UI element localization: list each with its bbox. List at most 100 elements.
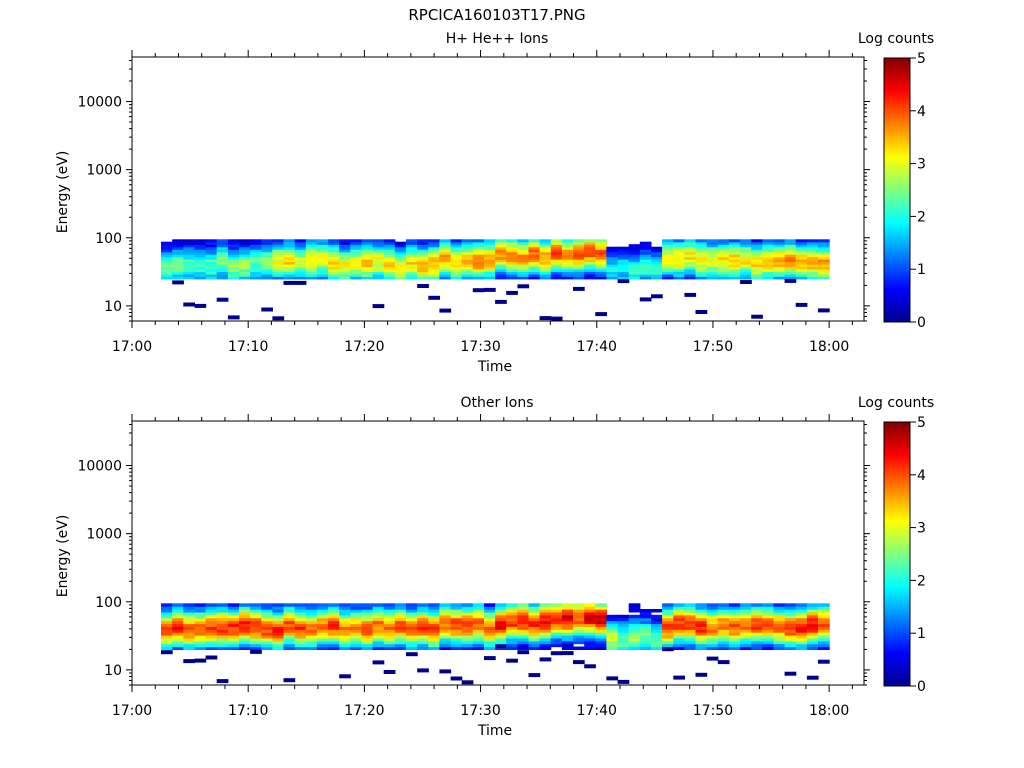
heatmap-cell: [495, 271, 507, 275]
heatmap-cell: [773, 626, 786, 630]
heatmap-cell: [573, 256, 585, 260]
heatmap-cell: [472, 626, 485, 630]
heatmap-cell: [406, 246, 418, 250]
heatmap-cell: [651, 246, 663, 250]
heatmap-cell: [183, 249, 195, 253]
heatmap-cell: [250, 640, 262, 645]
heatmap-cell: [639, 609, 652, 613]
heatmap-cell: [595, 643, 607, 648]
heatmap-cell: [495, 606, 507, 610]
heatmap-cell: [795, 254, 808, 258]
heatmap-cell: [472, 251, 485, 255]
heatmap-cell: [628, 643, 641, 648]
heatmap-cell-sparse: [695, 672, 708, 677]
heatmap-cell: [517, 637, 530, 642]
heatmap-cell: [550, 614, 563, 619]
heatmap-cell: [795, 241, 808, 245]
heatmap-cell: [428, 620, 440, 625]
heatmap-cell: [573, 635, 585, 639]
heatmap-cell: [517, 640, 530, 645]
heatmap-cell: [305, 264, 318, 268]
heatmap-cell-sparse: [495, 299, 507, 304]
heatmap-cell: [684, 259, 697, 263]
heatmap-cell: [261, 629, 273, 633]
heatmap-cell: [762, 623, 774, 627]
heatmap-cell: [172, 632, 184, 636]
heatmap-cell: [183, 617, 195, 622]
heatmap-cell: [294, 603, 307, 607]
x-axis-label: Time: [477, 359, 512, 375]
heatmap-cell: [183, 623, 195, 627]
heatmap-cells: [161, 239, 830, 321]
heatmap-cell: [227, 256, 240, 260]
heatmap-cell: [784, 246, 797, 250]
heatmap-cell: [717, 635, 730, 639]
heatmap-cell: [695, 632, 708, 636]
heatmap-cell: [528, 249, 541, 253]
heatmap-cell: [706, 646, 719, 650]
heatmap-cell: [706, 268, 719, 272]
heatmap-cell: [372, 273, 385, 277]
heatmap-cell: [205, 609, 218, 613]
heatmap-cell: [728, 626, 741, 630]
heatmap-cell: [762, 646, 774, 650]
heatmap-cell: [606, 617, 619, 622]
heatmap-cell: [484, 646, 496, 650]
heatmap-cell: [773, 259, 786, 263]
heatmap-cell: [272, 611, 285, 616]
heatmap-cell: [595, 614, 607, 619]
heatmap-cell: [818, 614, 830, 619]
heatmap-cell: [205, 266, 218, 270]
heatmap-cell: [806, 241, 819, 245]
heatmap-cell: [573, 246, 585, 250]
heatmap-cell: [628, 251, 641, 255]
heatmap-cell: [573, 646, 585, 650]
heatmap-cell: [695, 254, 708, 258]
heatmap-cell: [417, 249, 429, 253]
heatmap-cell: [428, 617, 440, 622]
heatmap-cell: [495, 620, 507, 625]
heatmap-cell: [239, 623, 251, 627]
heatmap-cell: [728, 632, 741, 636]
heatmap-cell: [561, 617, 574, 622]
heatmap-cell: [227, 266, 240, 270]
heatmap-cell: [784, 611, 797, 616]
heatmap-cell: [472, 273, 485, 277]
heatmap-cell: [328, 643, 340, 648]
heatmap-cell: [806, 646, 819, 650]
heatmap-cell: [484, 266, 496, 270]
heatmap-cell: [294, 256, 307, 260]
heatmap-cell: [784, 239, 797, 243]
heatmap-cell: [784, 606, 797, 610]
heatmap-cell: [205, 249, 218, 253]
heatmap-cell-sparse: [450, 676, 463, 681]
heatmap-cell: [394, 254, 407, 258]
heatmap-cell: [194, 266, 207, 270]
heatmap-cell: [573, 623, 585, 627]
heatmap-cell: [651, 271, 663, 275]
heatmap-cell: [450, 273, 463, 277]
heatmap-cell: [172, 637, 184, 642]
heatmap-cell: [350, 251, 362, 255]
heatmap-cell: [383, 637, 396, 642]
heatmap-cell: [584, 614, 596, 619]
heatmap-cell: [406, 635, 418, 639]
heatmap-cell: [194, 261, 207, 265]
y-tick-label: 100: [95, 595, 122, 611]
heatmap-cell: [239, 268, 251, 272]
heatmap-cell: [227, 261, 240, 265]
heatmap-cell: [439, 643, 452, 648]
heatmap-cell: [283, 632, 296, 636]
heatmap-cell: [495, 632, 507, 636]
heatmap-cell: [740, 640, 752, 645]
figure-title: RPCICA160103T17.PNG: [408, 6, 585, 24]
heatmap-cell: [283, 271, 296, 275]
y-tick-label: 10: [104, 663, 122, 679]
heatmap-cell: [461, 273, 474, 277]
heatmap-cell: [227, 276, 240, 280]
heatmap-cell: [595, 256, 607, 260]
heatmap-cell: [606, 276, 619, 280]
x-tick-label: 17:40: [577, 339, 617, 355]
heatmap-cell: [717, 251, 730, 255]
heatmap-cell: [172, 629, 184, 633]
